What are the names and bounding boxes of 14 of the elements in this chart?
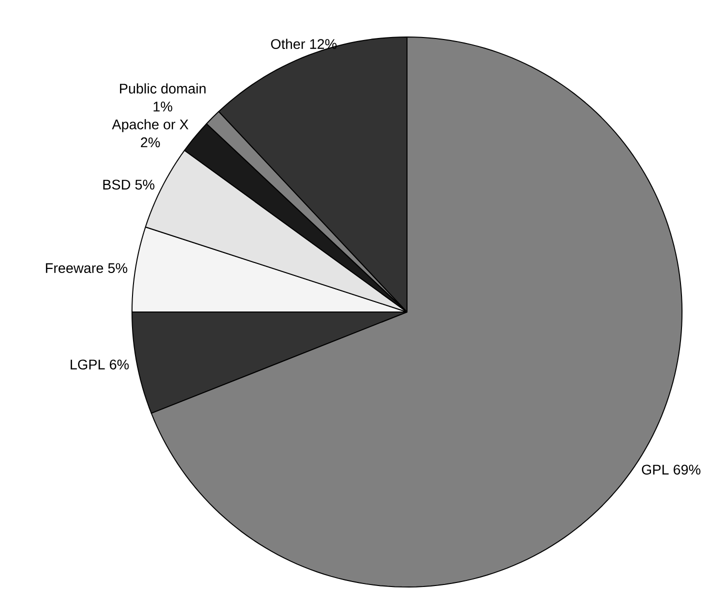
data-label: 2% [140,137,160,148]
data-label: 5% [135,180,154,190]
data-label: 6% [110,360,129,370]
slice-label: Public domain [120,83,206,94]
data-label: 1% [154,102,172,112]
data-label: 5% [108,263,128,274]
data-label: 12% [310,39,337,49]
slice-label: Other [271,38,306,49]
slice-label: Freeware [46,263,104,274]
data-label: 69% [674,464,700,475]
slice-label: LGPL [70,360,105,370]
slice-label: GPL [642,464,669,475]
slice-label: BSD [103,180,130,190]
slice-label: Apache or X [112,119,188,132]
